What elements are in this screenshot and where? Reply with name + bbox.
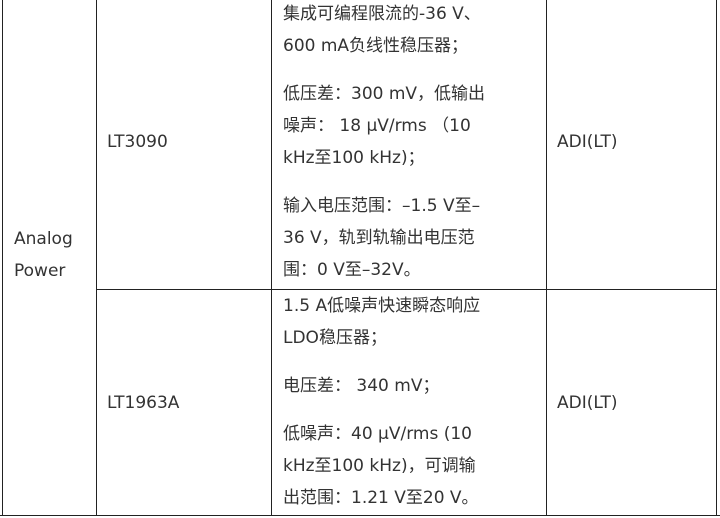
description-line: 电压差： 340 mV； <box>283 376 440 396</box>
table-border <box>716 0 717 516</box>
description-line: 1.5 A低噪声快速瞬态响应 <box>283 296 481 316</box>
description-line: 围：0 V至–32V。 <box>283 260 421 280</box>
description-line: 输入电压范围：–1.5 V至– <box>283 196 481 216</box>
description-line: 出范围：1.21 V至20 V。 <box>283 488 479 508</box>
description-line: 集成可编程限流的-36 V、 <box>283 4 481 24</box>
row-divider <box>96 289 717 290</box>
description-line: kHz至100 kHz)； <box>283 148 425 168</box>
description-line: 噪声： 18 μV/rms （10 <box>283 116 471 136</box>
table-border <box>546 0 547 516</box>
vendor: ADI(LT) <box>557 132 618 152</box>
description-line: 低压差：300 mV，低输出 <box>283 84 486 104</box>
description-line: kHz至100 kHz)，可调输 <box>283 456 476 476</box>
description-line: 低噪声：40 μV/rms (10 <box>283 424 472 444</box>
table-bottom-border <box>0 515 720 516</box>
description-line: 36 V，轨到轨输出电压范 <box>283 228 475 248</box>
description-line: LDO稳压器； <box>283 328 387 348</box>
category-cell-line: Analog <box>14 229 73 249</box>
part-number: LT3090 <box>107 132 168 152</box>
category-cell-line: Power <box>14 261 66 281</box>
description-line: 600 mA负线性稳压器； <box>283 36 469 56</box>
part-number: LT1963A <box>107 393 180 413</box>
table-border <box>96 0 97 516</box>
table-border <box>271 0 272 516</box>
vendor: ADI(LT) <box>557 393 618 413</box>
table-border <box>2 0 3 516</box>
